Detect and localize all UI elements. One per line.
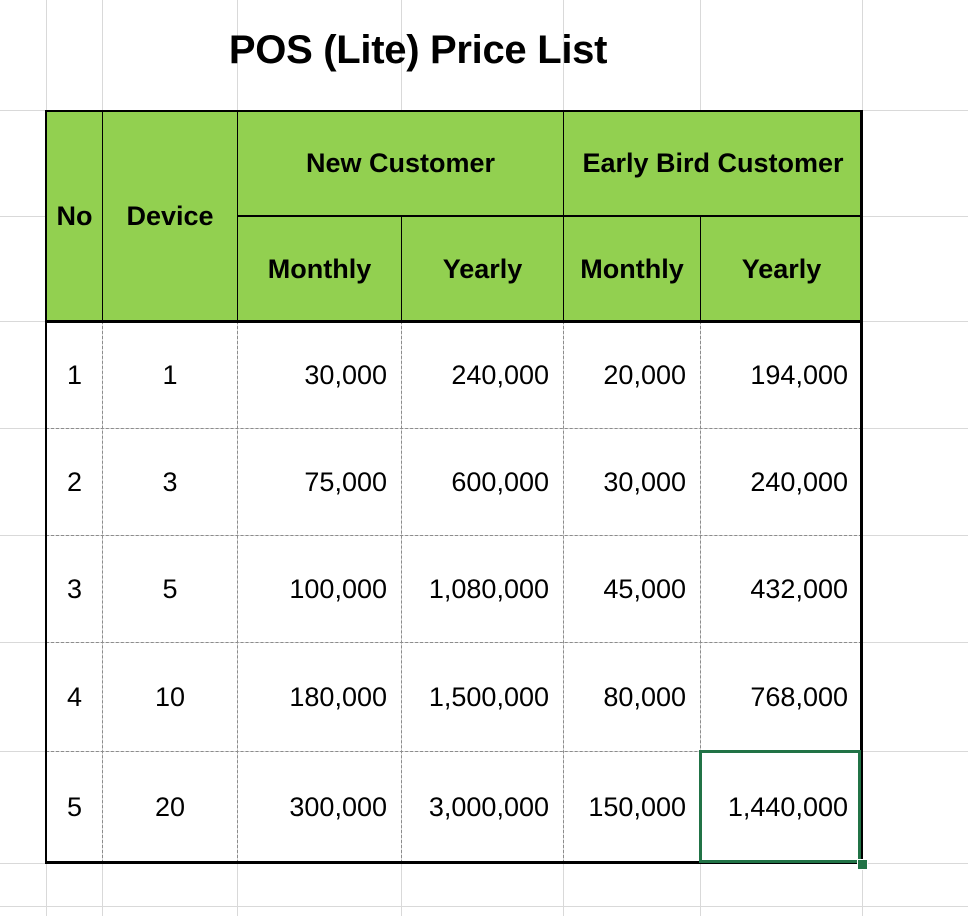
cell-no[interactable]: 5 xyxy=(47,752,102,863)
header-new-yearly[interactable]: Yearly xyxy=(402,217,563,321)
header-device[interactable]: Device xyxy=(103,111,237,321)
cell-early-monthly[interactable]: 80,000 xyxy=(564,643,700,751)
cell-new-yearly[interactable]: 3,000,000 xyxy=(402,752,563,863)
cell-no[interactable]: 4 xyxy=(47,643,102,751)
cell-new-monthly[interactable]: 180,000 xyxy=(238,643,401,751)
row-divider xyxy=(46,751,862,752)
column-divider xyxy=(700,321,701,863)
table-border xyxy=(45,320,863,323)
cell-device[interactable]: 5 xyxy=(103,536,237,642)
cell-new-monthly[interactable]: 30,000 xyxy=(238,322,401,428)
column-divider xyxy=(563,321,564,863)
table-border xyxy=(860,110,863,863)
header-new-monthly[interactable]: Monthly xyxy=(238,217,401,321)
table-border xyxy=(700,216,701,321)
cell-device[interactable]: 20 xyxy=(103,752,237,863)
cell-new-yearly[interactable]: 1,500,000 xyxy=(402,643,563,751)
table-border xyxy=(401,216,402,321)
cell-device[interactable]: 3 xyxy=(103,429,237,535)
header-early-bird-customer[interactable]: Early Bird Customer xyxy=(564,111,862,216)
table-border xyxy=(45,110,863,112)
column-divider xyxy=(102,321,103,863)
cell-device[interactable]: 1 xyxy=(103,322,237,428)
cell-early-yearly: 1,440,000 xyxy=(701,752,862,863)
cell-new-monthly[interactable]: 300,000 xyxy=(238,752,401,863)
fill-handle[interactable] xyxy=(857,859,868,870)
cell-device[interactable]: 10 xyxy=(103,643,237,751)
cell-new-yearly[interactable]: 1,080,000 xyxy=(402,536,563,642)
header-no[interactable]: No xyxy=(47,111,102,321)
row-divider xyxy=(46,642,862,643)
header-early-monthly[interactable]: Monthly xyxy=(564,217,700,321)
table-border xyxy=(45,110,47,863)
cell-new-yearly[interactable]: 240,000 xyxy=(402,322,563,428)
header-new-customer[interactable]: New Customer xyxy=(238,111,563,216)
column-divider xyxy=(401,321,402,863)
cell-no[interactable]: 2 xyxy=(47,429,102,535)
cell-new-yearly[interactable]: 600,000 xyxy=(402,429,563,535)
cell-early-yearly[interactable]: 240,000 xyxy=(701,429,862,535)
table-border xyxy=(102,110,103,321)
cell-early-monthly[interactable]: 150,000 xyxy=(564,752,700,863)
cell-early-monthly[interactable]: 30,000 xyxy=(564,429,700,535)
row-divider xyxy=(46,535,862,536)
cell-early-yearly[interactable]: 432,000 xyxy=(701,536,862,642)
cell-early-yearly[interactable]: 194,000 xyxy=(701,322,862,428)
cell-early-yearly[interactable]: 768,000 xyxy=(701,643,862,751)
cell-early-monthly[interactable]: 20,000 xyxy=(564,322,700,428)
cell-no[interactable]: 1 xyxy=(47,322,102,428)
cell-new-monthly[interactable]: 75,000 xyxy=(238,429,401,535)
table-border xyxy=(237,215,863,217)
row-divider xyxy=(46,428,862,429)
cell-new-monthly[interactable]: 100,000 xyxy=(238,536,401,642)
gridline xyxy=(0,906,968,907)
cell-early-monthly[interactable]: 45,000 xyxy=(564,536,700,642)
sheet-title[interactable]: POS (Lite) Price List xyxy=(228,28,608,72)
cell-no[interactable]: 3 xyxy=(47,536,102,642)
column-divider xyxy=(237,321,238,863)
selected-cell-outline[interactable] xyxy=(699,750,861,863)
header-early-yearly[interactable]: Yearly xyxy=(701,217,862,321)
table-border xyxy=(45,861,863,864)
